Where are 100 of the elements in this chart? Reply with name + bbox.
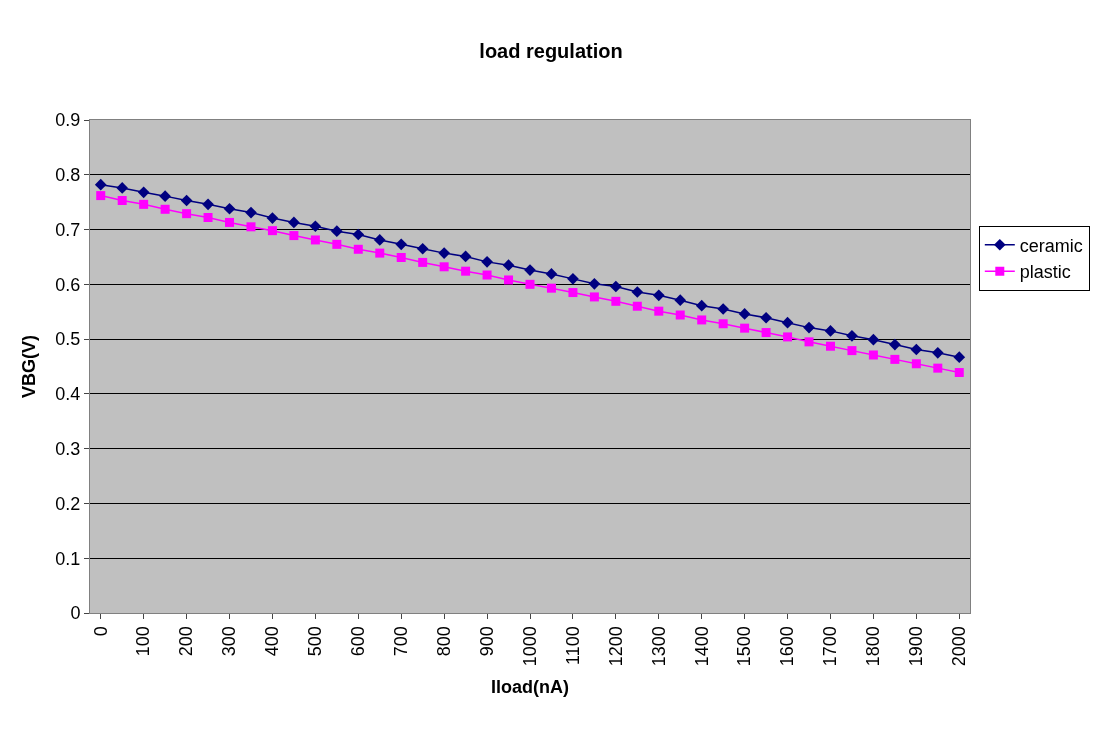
x-tick-label: 1500 <box>734 626 755 667</box>
point <box>695 299 708 312</box>
point <box>568 288 578 298</box>
point <box>611 296 621 306</box>
y-tick-label: 0.7 <box>55 219 81 240</box>
x-tick-label: 1000 <box>519 626 540 667</box>
point <box>309 220 322 233</box>
x-tick-label: 1800 <box>863 626 884 667</box>
point <box>847 346 857 356</box>
point <box>760 311 772 324</box>
point <box>266 212 279 224</box>
y-tick-label: 0.8 <box>55 165 81 186</box>
x-tick-label: 1100 <box>562 626 583 665</box>
point <box>631 286 644 298</box>
x-tick-label: 1900 <box>906 626 927 667</box>
point <box>439 262 449 272</box>
point <box>160 204 170 214</box>
x-tick-label: 400 <box>262 626 283 657</box>
point <box>267 226 277 236</box>
point <box>911 359 921 369</box>
point <box>868 350 878 360</box>
point <box>310 235 320 245</box>
y-tick-label: 0.9 <box>55 110 81 131</box>
point <box>632 301 642 311</box>
y-tick-label: 0.2 <box>55 493 81 514</box>
point <box>781 316 794 329</box>
point <box>889 338 901 351</box>
legend-label: plastic <box>1019 262 1071 283</box>
x-tick-label: 200 <box>176 626 197 657</box>
x-tick-label: 800 <box>434 626 454 657</box>
point <box>954 368 964 378</box>
point <box>867 333 880 346</box>
point <box>139 199 149 209</box>
x-tick-label: 100 <box>133 626 154 657</box>
point <box>697 315 707 325</box>
point <box>182 209 192 219</box>
point <box>137 186 150 199</box>
point <box>652 289 665 302</box>
point <box>588 277 601 290</box>
point <box>352 228 365 241</box>
point <box>461 266 471 276</box>
point <box>589 292 599 302</box>
x-tick-label: 2000 <box>949 626 970 667</box>
point <box>545 268 558 280</box>
x-tick-label: 700 <box>391 626 412 657</box>
point <box>482 270 492 280</box>
point <box>159 190 171 202</box>
x-axis-title: Iload(nA) <box>491 677 569 698</box>
x-tick-label: 0 <box>90 626 111 637</box>
point <box>931 346 944 359</box>
point <box>117 196 127 206</box>
point <box>846 329 858 342</box>
y-tick-label: 0.4 <box>55 384 81 405</box>
point <box>761 328 771 338</box>
x-tick-label: 1400 <box>691 626 712 667</box>
point <box>783 332 793 342</box>
point <box>953 351 966 364</box>
point <box>332 239 342 249</box>
x-tick-label: 600 <box>348 626 369 657</box>
point <box>910 343 923 356</box>
chart-title: load regulation <box>479 40 623 63</box>
point <box>416 242 429 255</box>
point <box>675 310 685 320</box>
point <box>717 303 730 315</box>
point <box>481 256 493 268</box>
point <box>438 247 450 259</box>
point <box>225 217 235 227</box>
x-tick-label: 500 <box>305 626 326 657</box>
point <box>202 198 214 211</box>
point <box>933 363 943 373</box>
y-tick-label: 0.3 <box>55 438 81 459</box>
point <box>610 280 622 293</box>
point <box>567 273 579 285</box>
point <box>288 216 300 229</box>
point <box>738 308 751 320</box>
legend-label: ceramic <box>1019 235 1083 256</box>
y-tick-label: 0.1 <box>55 548 81 569</box>
point <box>825 341 835 351</box>
point <box>803 321 815 334</box>
x-tick-label: 1600 <box>777 626 798 667</box>
point <box>654 306 664 316</box>
point <box>396 252 406 262</box>
point <box>375 248 385 258</box>
point <box>180 194 193 207</box>
point <box>289 231 299 241</box>
y-tick-label: 0.6 <box>55 274 81 295</box>
point <box>116 182 129 194</box>
point <box>245 206 257 219</box>
point <box>740 323 750 333</box>
point <box>674 294 687 307</box>
point <box>718 319 728 329</box>
point <box>546 283 556 293</box>
point <box>373 234 386 246</box>
point <box>418 257 428 267</box>
x-tick-label: 300 <box>219 626 240 657</box>
y-tick-label: 0.5 <box>55 329 81 350</box>
point <box>330 225 343 238</box>
point <box>203 213 213 222</box>
y-tick-label: 0 <box>70 603 81 624</box>
point <box>94 178 107 191</box>
